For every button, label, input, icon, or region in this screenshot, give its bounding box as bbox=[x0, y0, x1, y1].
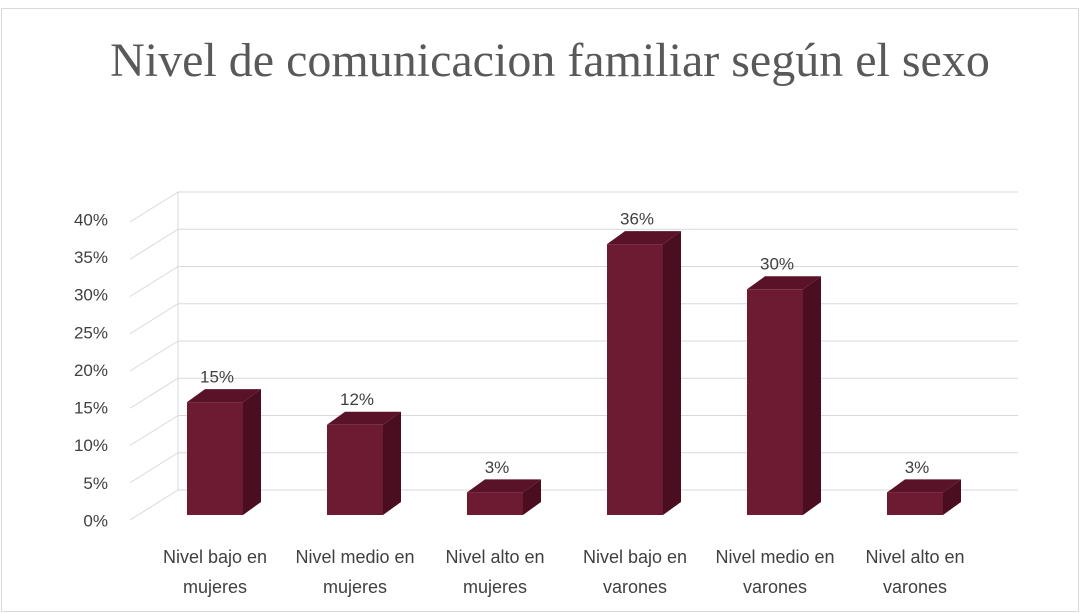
x-tick-label: Nivel bajo en mujeres bbox=[162, 547, 268, 597]
value-label: 3% bbox=[485, 458, 510, 477]
bar-front bbox=[327, 424, 383, 515]
bar-front bbox=[747, 289, 803, 515]
value-label: 3% bbox=[905, 458, 930, 477]
y-tick-label: 30% bbox=[74, 286, 108, 305]
y-tick-label: 25% bbox=[74, 323, 108, 342]
grid-line-side bbox=[129, 340, 179, 372]
y-tick-label: 0% bbox=[83, 511, 108, 530]
y-tick-label: 20% bbox=[74, 361, 108, 380]
bar-top bbox=[327, 411, 401, 425]
bar bbox=[747, 276, 821, 515]
bar-side bbox=[943, 479, 961, 515]
y-tick-label: 35% bbox=[74, 248, 108, 267]
y-tick-label: 5% bbox=[83, 474, 108, 493]
grid-line-side bbox=[129, 415, 179, 446]
bar-front bbox=[187, 402, 243, 515]
value-label: 30% bbox=[760, 255, 794, 274]
bar bbox=[327, 411, 401, 515]
y-tick-label: 40% bbox=[74, 210, 108, 229]
grid-line-side bbox=[129, 489, 179, 521]
bar-top bbox=[887, 479, 961, 493]
bar-side bbox=[383, 411, 401, 515]
grid-line-side bbox=[129, 191, 179, 223]
y-tick-label: 10% bbox=[74, 436, 108, 455]
x-tick-label: Nivel alto en mujeres bbox=[445, 547, 545, 597]
bar bbox=[187, 389, 261, 515]
bar bbox=[607, 231, 681, 515]
bar-top bbox=[747, 276, 821, 290]
value-label: 15% bbox=[200, 368, 234, 387]
bar-side bbox=[523, 479, 541, 515]
bar-top bbox=[187, 389, 261, 403]
frame bbox=[1, 8, 1079, 612]
grid-line-side bbox=[129, 452, 179, 484]
x-tick-label: Nivel medio en mujeres bbox=[295, 547, 415, 597]
bar-side bbox=[663, 231, 681, 515]
x-tick-label: Nivel medio en varones bbox=[715, 547, 835, 597]
grid-line-side bbox=[129, 228, 179, 260]
y-tick-label: 15% bbox=[74, 399, 108, 418]
bar-front bbox=[887, 492, 943, 515]
grid-line-side bbox=[129, 303, 179, 335]
x-tick-label: Nivel alto en varones bbox=[865, 547, 965, 597]
value-label: 36% bbox=[620, 210, 654, 229]
x-tick-label: Nivel bajo en varones bbox=[582, 547, 688, 597]
bar-side bbox=[243, 389, 261, 515]
bar-top bbox=[607, 231, 681, 245]
value-label: 12% bbox=[340, 390, 374, 409]
grid-line-side bbox=[129, 377, 179, 409]
bar-front bbox=[607, 244, 663, 515]
bar-top bbox=[467, 479, 541, 493]
bar bbox=[467, 479, 541, 515]
bar-side bbox=[803, 276, 821, 515]
bar-front bbox=[467, 492, 523, 515]
chart-title: Nivel de comunicacion familiar según el … bbox=[110, 34, 990, 87]
bar bbox=[887, 479, 961, 515]
grid-line-side bbox=[129, 266, 179, 297]
